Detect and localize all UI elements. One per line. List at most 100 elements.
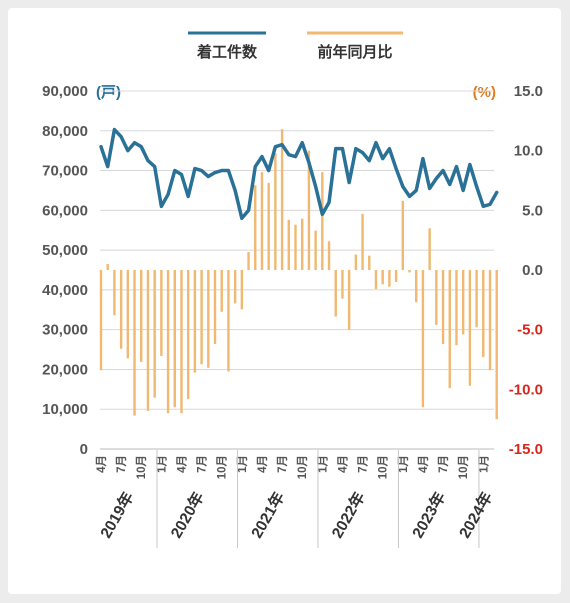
yoy-bar (207, 270, 210, 368)
month-tick-label: 10月 (216, 455, 229, 479)
yoy-bar (327, 241, 331, 270)
yoy-bar (153, 270, 156, 398)
yoy-bar (448, 270, 451, 389)
month-tick-label: 1月 (397, 455, 410, 473)
year-label: 2024年 (455, 488, 497, 541)
yoy-bar (401, 200, 405, 270)
yoy-bar (341, 270, 344, 299)
right-tick-label: 5.0 (522, 202, 543, 219)
month-tick-label: 7月 (357, 455, 370, 473)
left-tick-label: 90,000 (42, 83, 88, 100)
month-tick-label: 4月 (95, 455, 108, 473)
yoy-bar (301, 218, 304, 270)
month-tick-label: 4月 (256, 455, 269, 473)
left-tick-label: 0 (80, 441, 88, 458)
left-tick-label: 50,000 (42, 242, 88, 259)
right-axis-ticks: -15.0 -10.0 -5.0 0.0 5.0 10.0 15.0 (509, 83, 543, 458)
housing-starts-line (99, 127, 499, 221)
yoy-bar (381, 270, 384, 285)
yoy-bar (200, 270, 203, 365)
year-label: 2021年 (247, 488, 289, 541)
yoy-bar (347, 270, 351, 330)
yoy-bar (274, 153, 277, 270)
yoy-bar (334, 270, 337, 317)
yoy-bar (374, 270, 378, 290)
right-tick-label: -5.0 (517, 322, 543, 339)
yoy-bar (307, 150, 311, 270)
month-tick-label: 7月 (437, 455, 450, 473)
yoy-bar (488, 270, 492, 371)
housing-starts-chart: 着工件数 前年同月比 (戸) (%) 0 10,000 20,000 30,000 40… (42, 31, 543, 548)
chart-card: 着工件数 前年同月比 (戸) (%) 0 10,000 20,000 30,000 40… (8, 8, 561, 594)
yoy-bar (287, 219, 290, 270)
yoy-bar (146, 270, 150, 411)
yoy-bar (119, 270, 123, 349)
left-tick-label: 80,000 (42, 123, 88, 140)
yoy-bar (468, 270, 472, 386)
yoy-bar (126, 270, 130, 359)
right-tick-label: -15.0 (509, 441, 543, 458)
yoy-bar (461, 270, 465, 335)
yoy-bar (186, 270, 190, 399)
yoy-bar (227, 270, 230, 372)
yoy-bar (388, 270, 391, 287)
left-tick-label: 20,000 (42, 361, 88, 378)
yoy-bar (435, 270, 438, 325)
year-label: 2020年 (166, 488, 208, 541)
yoy-bar (220, 270, 223, 312)
yoy-bar (247, 252, 250, 270)
month-tick-label: 1月 (316, 455, 329, 473)
year-label: 2019年 (96, 488, 138, 541)
yoy-bar (408, 270, 411, 273)
right-tick-label: -10.0 (509, 381, 543, 398)
month-tick-label: 7月 (276, 455, 289, 473)
gridlines (100, 90, 494, 410)
yoy-bar (321, 172, 324, 270)
month-tick-label: 4月 (336, 455, 349, 473)
yoy-bar (495, 270, 498, 420)
yoy-bar (280, 129, 284, 270)
yoy-bar (361, 213, 364, 270)
yoy-bars (99, 129, 498, 420)
legend-label-yoy: 前年同月比 (317, 43, 392, 61)
yoy-bar (294, 224, 297, 270)
month-tick-label: 10月 (135, 455, 148, 479)
yoy-bar (394, 270, 398, 282)
month-tick-label: 10月 (296, 455, 309, 479)
yoy-bar (106, 264, 109, 270)
right-tick-label: 0.0 (522, 262, 543, 279)
left-tick-label: 30,000 (42, 322, 88, 339)
yoy-bar (421, 270, 425, 408)
yoy-bar (254, 185, 257, 270)
yoy-bar (314, 230, 317, 270)
yoy-bar (113, 270, 116, 316)
yoy-bar (428, 228, 431, 270)
yoy-bar (455, 270, 458, 346)
yoy-bar (368, 255, 371, 270)
month-tick-label: 4月 (417, 455, 430, 473)
yoy-bar (267, 182, 270, 270)
left-tick-label: 10,000 (42, 401, 88, 418)
yoy-bar (180, 270, 183, 414)
yoy-bar (166, 270, 170, 414)
year-label: 2023年 (408, 488, 450, 541)
left-tick-label: 40,000 (42, 282, 88, 299)
right-tick-label: 15.0 (514, 83, 543, 100)
yoy-bar (240, 270, 244, 310)
yoy-bar (482, 270, 485, 358)
month-tick-label: 10月 (457, 455, 470, 479)
yoy-bar (441, 270, 445, 344)
month-tick-label: 7月 (196, 455, 209, 473)
yoy-bar (173, 270, 176, 408)
yoy-bar (415, 270, 418, 303)
yoy-bar (99, 270, 103, 371)
legend-label-housing-starts: 着工件数 (196, 43, 258, 61)
yoy-bar (140, 270, 143, 362)
month-tick-label: 1月 (155, 455, 168, 473)
left-tick-label: 70,000 (42, 163, 88, 180)
yoy-bar (475, 270, 478, 328)
right-tick-label: 10.0 (514, 143, 543, 160)
left-tick-label: 60,000 (42, 202, 88, 219)
yoy-bar (213, 270, 217, 344)
month-tick-label: 10月 (377, 455, 390, 479)
